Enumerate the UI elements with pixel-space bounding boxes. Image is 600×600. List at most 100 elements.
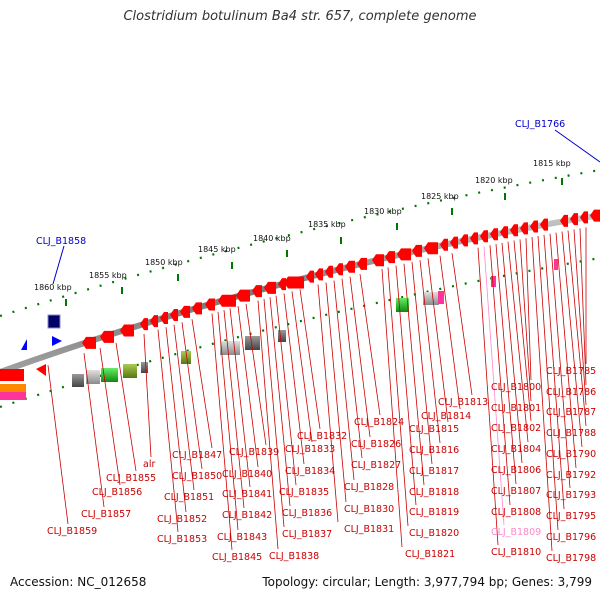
gene-label: CLJ_B1847 — [172, 450, 222, 461]
kbp-label: 1840 kbp — [253, 234, 291, 243]
map-title: Clostridium botulinum Ba4 str. 657, comp… — [123, 9, 477, 24]
callout-line — [395, 265, 417, 506]
kbp-label: 1850 kbp — [145, 258, 183, 267]
gene-label: CLJ_B1827 — [351, 460, 401, 471]
callout-line — [115, 342, 137, 472]
gene-arrow — [560, 214, 568, 227]
left-gene-pink — [0, 392, 26, 400]
callout-line — [291, 291, 313, 443]
gene-arrow — [252, 285, 262, 298]
callout-line — [157, 329, 179, 533]
accession-text: Accession: NC_012658 — [10, 575, 147, 589]
gene-arrow — [480, 230, 488, 243]
callout-line — [495, 244, 517, 485]
gene-label-b1766: CLJ_B1766 — [515, 119, 565, 130]
gene-label: CLJ_B1826 — [351, 439, 401, 450]
gene-label: CLJ_B1835 — [279, 487, 329, 498]
callout-line — [483, 246, 505, 526]
gene-arrow — [82, 336, 96, 349]
kbp-label: 1815 kbp — [533, 159, 571, 168]
gene-arrow — [192, 302, 202, 315]
gene-arrow — [424, 242, 438, 255]
gene-arrow — [306, 270, 314, 283]
gene-arrow — [218, 294, 236, 307]
kbp-label: 1835 kbp — [308, 220, 346, 229]
gene-label: CLJ_B1824 — [354, 417, 404, 428]
kbp-label: 1860 kbp — [34, 283, 72, 292]
gene-label: CLJ_B1806 — [491, 465, 541, 476]
gene-label: CLJ_B1833 — [285, 444, 335, 455]
gene-label: CLJ_B1850 — [172, 471, 222, 482]
gene-label: CLJ_B1813 — [438, 397, 488, 408]
blue-gene-arrow — [52, 336, 62, 346]
gene-label: CLJ_B1840 — [222, 469, 272, 480]
kbp-label: 1825 kbp — [421, 192, 459, 201]
feature-block-dark2 — [141, 362, 148, 373]
gene-label: CLJ_B1853 — [157, 534, 207, 545]
callout-line — [507, 241, 529, 443]
callout-line — [283, 293, 305, 465]
callout-line — [525, 238, 532, 381]
gene-label: CLJ_B1832 — [297, 431, 347, 442]
callout-line — [83, 353, 105, 508]
feature-block-gray — [86, 370, 100, 384]
callout-line — [341, 278, 363, 459]
callout-line — [223, 310, 245, 509]
gene-label: CLJ_B1816 — [409, 445, 459, 456]
scale-track-inner — [0, 256, 600, 409]
feature-block-pink3 — [554, 259, 558, 270]
gene-label: CLJ_B1859 — [47, 526, 97, 537]
gene-label: CLJ_B1785 — [546, 366, 596, 377]
left-gene-orange — [0, 384, 26, 392]
gene-label: alr — [143, 459, 155, 470]
left-gene-red-arrow — [36, 364, 46, 376]
gene-label: CLJ_B1845 — [212, 552, 262, 563]
gene-label: CLJ_B1838 — [269, 551, 319, 562]
gene-arrow — [357, 257, 367, 270]
gene-label: CLJ_B1788 — [546, 428, 596, 439]
left-gene-red — [0, 369, 24, 381]
gene-label: CLJ_B1843 — [217, 532, 267, 543]
gene-arrow — [278, 278, 286, 291]
gene-label: CLJ_B1814 — [421, 411, 471, 422]
gene-arrow — [140, 318, 148, 331]
feature-block-gray2 — [220, 341, 240, 355]
gene-label: CLJ_B1802 — [491, 423, 541, 434]
feature-block-dark4 — [278, 330, 286, 342]
callout-line — [165, 327, 187, 513]
gene-label: CLJ_B1852 — [157, 514, 207, 525]
callout-labels: CLJ_B1785 CLJ_B1786 CLJ_B1787 CLJ_B1788 CLJ_… — [47, 366, 596, 564]
callout-line — [191, 319, 213, 449]
gene-arrow — [325, 265, 333, 278]
gene-arrow — [570, 213, 578, 226]
gene-arrow — [397, 248, 411, 261]
gene-label: CLJ_B1831 — [344, 524, 394, 535]
callout-line — [237, 306, 259, 468]
gene-label: CLJ_B1810 — [491, 547, 541, 558]
gene-label: CLJ_B1821 — [405, 549, 455, 560]
gene-arrow — [440, 238, 448, 251]
callout-line — [567, 230, 587, 427]
gene-arrow — [470, 232, 478, 245]
kbp-label: 1830 kbp — [364, 207, 402, 216]
callout-line — [245, 303, 267, 446]
callout-line — [561, 231, 583, 448]
gene-arrow — [335, 263, 343, 276]
callout-line — [257, 300, 279, 550]
gene-label: CLJ_B1836 — [282, 508, 332, 519]
callout-line — [263, 298, 285, 528]
gene-arrow — [150, 315, 158, 328]
gene-arrow — [120, 324, 134, 337]
kbp-label: 1845 kbp — [198, 245, 236, 254]
callout-line — [549, 233, 571, 489]
callout-line — [387, 267, 409, 527]
gene-label: CLJ_B1793 — [546, 490, 596, 501]
gene-label: CLJ_B1795 — [546, 511, 596, 522]
gene-label: CLJ_B1804 — [491, 444, 541, 455]
gene-label: CLJ_B1800 — [491, 382, 541, 393]
gene-label: CLJ_B1851 — [164, 492, 214, 503]
blue-gene-arrow-left — [21, 339, 27, 350]
callout-line — [579, 228, 587, 386]
gene-label-b1858: CLJ_B1858 — [36, 236, 86, 247]
